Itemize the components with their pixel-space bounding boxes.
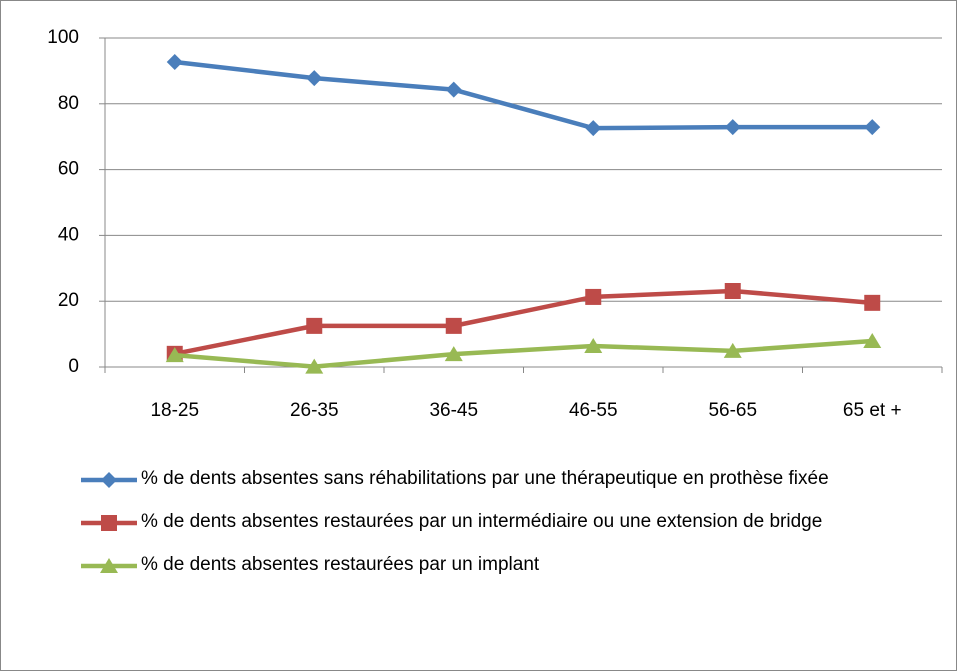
legend-item: % de dents absentes sans réhabilitations… — [79, 463, 899, 495]
y-tick-label: 40 — [58, 224, 79, 245]
x-tick-label: 56-65 — [708, 400, 757, 421]
marker — [445, 317, 462, 334]
legend-swatch — [81, 472, 137, 488]
legend-label: % de dents absentes restaurées par un in… — [141, 511, 823, 532]
y-tick-label: 100 — [47, 27, 79, 48]
y-tick-label: 80 — [58, 93, 79, 114]
y-tick-label: 20 — [58, 290, 79, 311]
marker — [724, 119, 741, 136]
series-line — [174, 288, 873, 357]
series-line — [174, 59, 873, 131]
marker — [584, 337, 603, 353]
y-tick-label: 60 — [58, 159, 79, 180]
marker — [166, 54, 183, 71]
legend-swatch — [81, 515, 137, 531]
legend: % de dents absentes sans réhabilitations… — [79, 463, 899, 592]
x-tick-label: 26-35 — [290, 400, 339, 421]
legend-item: % de dents absentes restaurées par un in… — [79, 506, 899, 538]
marker — [863, 333, 882, 349]
x-tick-label: 46-55 — [569, 400, 618, 421]
marker — [445, 81, 462, 98]
marker — [585, 120, 602, 137]
marker — [306, 70, 323, 87]
x-tick-label: 18-25 — [150, 400, 199, 421]
marker — [864, 294, 881, 311]
plot: 0 20 40 60 80 100 18-25 26-35 36-45 46-55 56-65 65 … — [47, 27, 943, 421]
x-tick-label: 36-45 — [429, 400, 478, 421]
marker — [585, 288, 602, 305]
marker — [165, 347, 184, 363]
marker — [864, 119, 881, 136]
y-tick-label: 0 — [68, 356, 79, 377]
marker — [723, 342, 742, 358]
legend-label: % de dents absentes restaurées par un im… — [141, 554, 540, 575]
legend-swatch — [81, 558, 137, 573]
legend-label: % de dents absentes sans réhabilitations… — [141, 468, 829, 489]
series-line — [174, 338, 873, 369]
marker — [101, 472, 117, 488]
marker — [444, 346, 463, 362]
marker — [100, 558, 118, 573]
marker — [724, 283, 741, 300]
x-tick-label: 65 et + — [843, 400, 902, 421]
marker — [305, 358, 324, 374]
marker — [101, 515, 117, 531]
legend-item: % de dents absentes restaurées par un im… — [79, 549, 899, 581]
marker — [306, 317, 323, 334]
